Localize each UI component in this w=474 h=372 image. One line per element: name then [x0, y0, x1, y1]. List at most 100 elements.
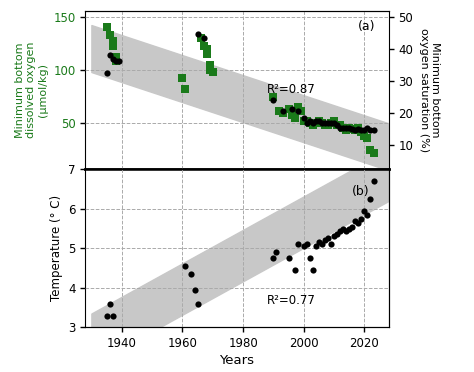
Point	[348, 126, 356, 132]
Point	[361, 127, 368, 133]
Point	[337, 228, 344, 234]
Text: R²=0.87: R²=0.87	[267, 83, 316, 96]
Point	[339, 125, 347, 131]
Point	[200, 44, 208, 49]
Point	[109, 56, 117, 62]
Point	[270, 94, 277, 100]
Point	[367, 196, 374, 202]
Point	[291, 267, 299, 273]
Point	[303, 241, 310, 247]
Point	[103, 312, 110, 318]
Point	[270, 97, 277, 103]
Point	[182, 86, 189, 92]
Point	[109, 38, 117, 44]
Point	[348, 126, 356, 132]
Point	[300, 118, 308, 124]
Point	[342, 127, 350, 133]
Point	[115, 58, 122, 64]
Point	[306, 118, 314, 124]
Point	[285, 106, 292, 112]
Point	[318, 121, 326, 126]
Point	[357, 127, 365, 133]
Point	[106, 301, 113, 307]
Point	[355, 125, 362, 131]
Point	[206, 62, 213, 68]
Point	[318, 241, 326, 247]
Point	[327, 241, 335, 247]
Point	[333, 231, 341, 237]
Point	[333, 122, 341, 128]
Point	[327, 121, 335, 126]
Point	[300, 115, 308, 121]
Point	[355, 126, 362, 132]
Point	[348, 224, 356, 230]
Point	[315, 118, 323, 124]
Point	[342, 228, 350, 234]
Point	[370, 150, 377, 156]
Point	[209, 69, 217, 75]
Y-axis label: Minimum bottom
dissolved oxygen
(μmol/kg): Minimum bottom dissolved oxygen (μmol/kg…	[15, 42, 48, 138]
Point	[346, 225, 353, 231]
Point	[309, 267, 317, 273]
Point	[203, 51, 210, 57]
Point	[352, 218, 359, 224]
Point	[367, 147, 374, 153]
Point	[182, 263, 189, 269]
Point	[330, 234, 338, 240]
Point	[288, 106, 295, 112]
Point	[109, 312, 117, 318]
Point	[103, 24, 110, 30]
Point	[321, 121, 329, 126]
Point	[321, 237, 329, 243]
Point	[291, 115, 299, 121]
Point	[200, 35, 208, 41]
Point	[346, 125, 353, 131]
Point	[318, 121, 326, 126]
Point	[303, 121, 310, 126]
Point	[324, 121, 332, 126]
Point	[294, 108, 301, 113]
Point	[337, 125, 344, 131]
Point	[197, 35, 204, 41]
Point	[321, 122, 329, 128]
Text: R²=0.77: R²=0.77	[267, 294, 316, 307]
Point	[330, 118, 338, 124]
Point	[346, 125, 353, 131]
Point	[194, 301, 201, 307]
Point	[330, 121, 338, 126]
Point	[352, 127, 359, 133]
Point	[339, 225, 347, 231]
Point	[285, 255, 292, 261]
Point	[370, 127, 377, 133]
Point	[103, 70, 110, 76]
Point	[179, 76, 186, 81]
Point	[315, 240, 323, 246]
Point	[276, 108, 283, 113]
Point	[279, 110, 286, 116]
Point	[188, 271, 195, 277]
Point	[297, 108, 304, 113]
Point	[357, 129, 365, 135]
Point	[206, 67, 213, 73]
Point	[112, 58, 119, 64]
Point	[324, 235, 332, 241]
Point	[339, 125, 347, 131]
Point	[273, 249, 280, 255]
Point	[370, 178, 377, 184]
Point	[303, 118, 310, 124]
Point	[294, 241, 301, 247]
Point	[300, 243, 308, 249]
Point	[194, 31, 201, 36]
Point	[312, 243, 319, 249]
Point	[106, 32, 113, 38]
Y-axis label: Temperature (° C): Temperature (° C)	[50, 195, 63, 301]
Point	[309, 122, 317, 128]
Point	[306, 121, 314, 126]
Point	[327, 121, 335, 126]
Point	[324, 122, 332, 128]
Point	[191, 287, 198, 293]
Point	[106, 52, 113, 58]
Point	[312, 121, 319, 126]
Point	[361, 208, 368, 214]
Point	[357, 216, 365, 222]
